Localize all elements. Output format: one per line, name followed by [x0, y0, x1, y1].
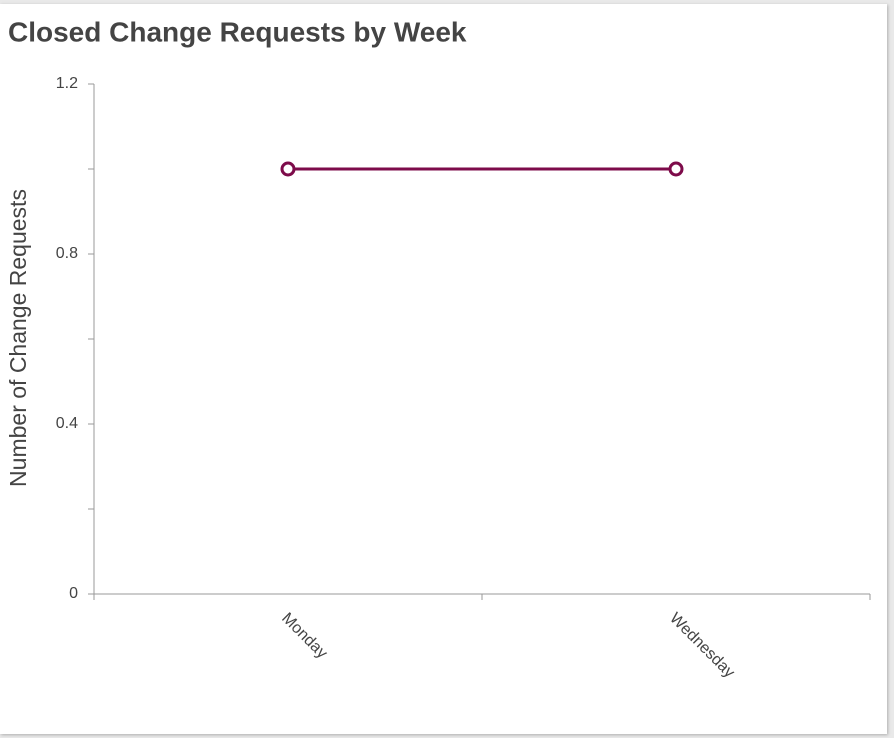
chart-card [0, 4, 887, 734]
y-axis-label: Number of Change Requests [5, 189, 31, 487]
y-tick-label: 0.8 [56, 245, 78, 262]
point [668, 161, 684, 177]
point [280, 161, 296, 177]
y-tick-label: 0.4 [56, 415, 78, 432]
y-tick-label: 0 [69, 585, 78, 602]
x-tick-label: Monday [278, 610, 330, 662]
y-tick-label: 1.2 [56, 75, 78, 92]
chart-title: Closed Change Requests by Week [8, 16, 467, 47]
x-tick-label: Wednesday [666, 610, 738, 682]
